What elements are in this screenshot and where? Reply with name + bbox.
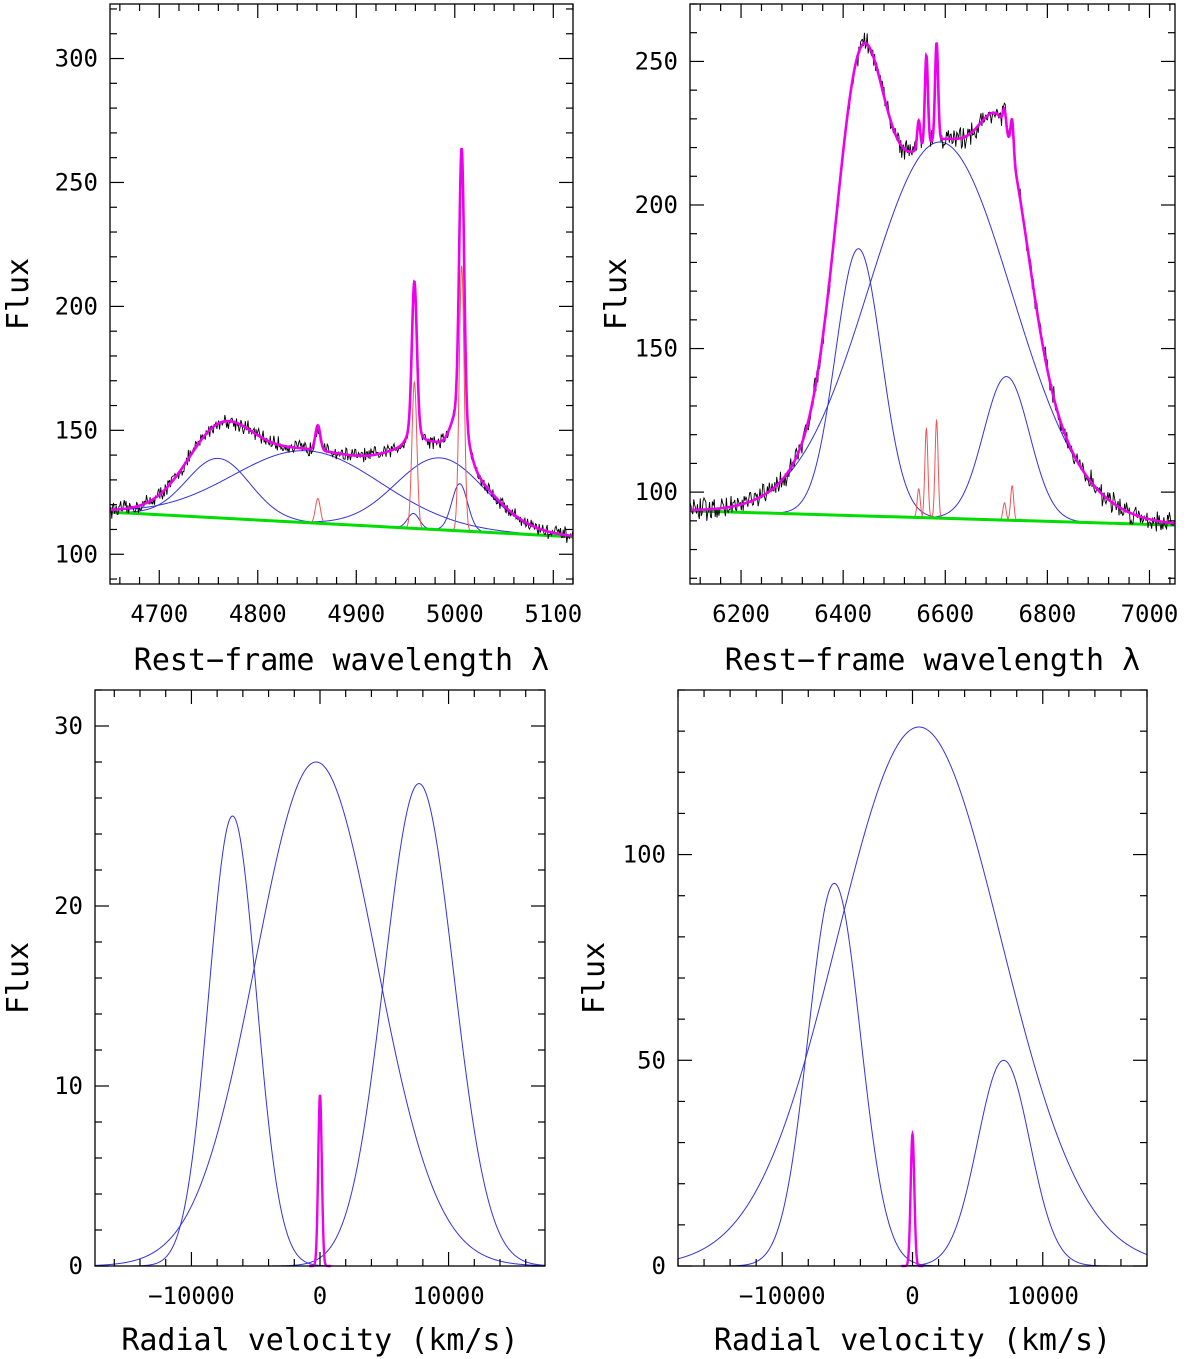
y-tick-label: 250 <box>635 47 678 75</box>
y-axis-title: Flux <box>599 258 634 330</box>
narrow-component-curve <box>927 418 946 519</box>
axis-ticks <box>690 3 1175 584</box>
y-tick-label: 30 <box>54 712 83 740</box>
x-tick-label: 5000 <box>426 600 484 628</box>
broad-component-curve <box>95 783 546 1267</box>
x-tick-label: 5100 <box>524 600 582 628</box>
x-tick-label: 4700 <box>130 600 188 628</box>
y-axis-title: Flux <box>577 942 612 1014</box>
panel-bottom-left: −10000 0 10000 0 10 20 30 Radial velocity (km/… <box>1 689 546 1358</box>
y-tick-label: 20 <box>54 892 83 920</box>
x-tick-label: 7000 <box>1121 600 1179 628</box>
x-tick-label: 0 <box>905 1282 919 1310</box>
broad-component-curve <box>689 141 1176 524</box>
x-axis-title: Rest−frame wavelength λ <box>134 643 549 678</box>
narrow-component-curve <box>1002 484 1022 522</box>
broad-component-curve <box>109 450 574 538</box>
plot-frame <box>677 689 1148 1267</box>
continuum-line <box>109 510 574 539</box>
tick-labels: −10000 0 10000 0 50 100 <box>623 841 1079 1310</box>
x-tick-label: 0 <box>313 1282 327 1310</box>
plot-frame <box>689 3 1176 585</box>
x-tick-label: 6800 <box>1018 600 1076 628</box>
observed-spectrum <box>689 32 1176 532</box>
x-tick-label: −10000 <box>739 1282 826 1310</box>
y-tick-label: 50 <box>637 1046 666 1074</box>
narrow-component-curve <box>995 502 1014 521</box>
tick-labels: −10000 0 10000 0 10 20 30 <box>54 712 485 1310</box>
y-tick-label: 250 <box>55 168 98 196</box>
x-axis-title: Radial velocity (km/s) <box>714 1323 1111 1358</box>
plot-frame <box>109 3 574 585</box>
y-tick-label: 0 <box>69 1252 83 1280</box>
panel-top-left: 4700 4800 4900 5000 5100 100 150 200 250 300 Rest… <box>1 3 583 678</box>
x-tick-label: 4900 <box>327 600 385 628</box>
broad-component-curve <box>678 1059 1147 1267</box>
y-tick-label: 0 <box>652 1252 666 1280</box>
axis-ticks <box>95 689 545 1267</box>
axis-ticks <box>677 689 1148 1267</box>
y-tick-label: 150 <box>55 416 98 444</box>
y-axis-title: Flux <box>1 942 36 1014</box>
x-tick-label: −10000 <box>148 1282 235 1310</box>
x-axis-title: Rest−frame wavelength λ <box>725 643 1140 678</box>
tick-labels: 6200 6400 6600 6800 7000 100 150 200 250 <box>635 47 1179 628</box>
x-tick-label: 6200 <box>712 600 770 628</box>
narrow-component-curve <box>446 265 477 533</box>
x-tick-label: 10000 <box>1007 1282 1079 1310</box>
broad-component-curve <box>677 726 1148 1260</box>
y-tick-label: 300 <box>55 45 98 73</box>
y-tick-label: 200 <box>55 292 98 320</box>
axis-ticks <box>110 4 574 584</box>
x-tick-label: 6600 <box>916 600 974 628</box>
y-axis-title: Flux <box>1 258 36 330</box>
y-tick-label: 100 <box>55 540 98 568</box>
narrow-component-curve <box>309 1094 331 1268</box>
y-tick-label: 100 <box>635 478 678 506</box>
panel-bottom-right: −10000 0 10000 0 50 100 Radial velocity (km/s… <box>577 689 1148 1358</box>
x-tick-label: 4800 <box>229 600 287 628</box>
x-tick-label: 6400 <box>814 600 872 628</box>
broad-component-curve <box>94 761 546 1267</box>
y-tick-label: 10 <box>54 1072 83 1100</box>
plot-frame <box>94 689 546 1267</box>
broad-component-curve <box>678 882 1147 1267</box>
y-tick-label: 200 <box>635 191 678 219</box>
continuum-line <box>689 509 1176 527</box>
y-tick-label: 150 <box>635 335 678 363</box>
observed-spectrum <box>109 150 574 543</box>
panel-top-right: 6200 6400 6600 6800 7000 100 150 200 250 Rest−fr… <box>599 3 1179 678</box>
y-tick-label: 100 <box>623 841 666 869</box>
narrow-component-curve <box>303 497 333 525</box>
model-fit-curve <box>690 41 1176 525</box>
narrow-component-curve <box>399 380 430 530</box>
tick-labels: 4700 4800 4900 5000 5100 100 150 200 250 300 <box>55 45 583 628</box>
x-axis-title: Radial velocity (km/s) <box>121 1323 518 1358</box>
velocity-curves <box>94 761 546 1268</box>
broad-component-curve <box>95 815 545 1267</box>
narrow-component-curve <box>901 1129 924 1268</box>
spectrum-curves <box>109 147 574 543</box>
model-fit-curve <box>109 147 574 538</box>
broad-component-curve <box>109 483 574 538</box>
velocity-curves <box>677 726 1148 1268</box>
spectrum-curves <box>689 32 1176 532</box>
narrow-component-curve <box>917 426 936 519</box>
x-tick-label: 10000 <box>412 1282 484 1310</box>
